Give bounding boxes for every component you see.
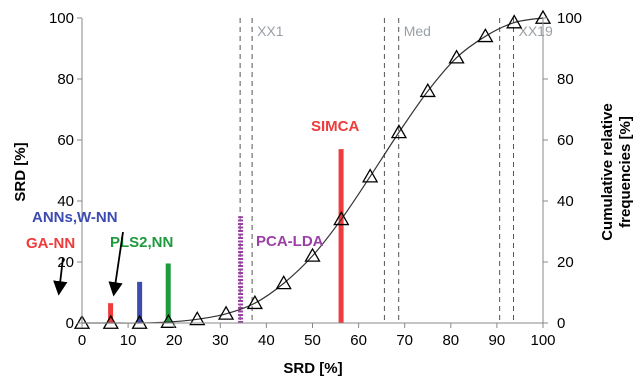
cumulative-marker-3 [160,313,177,328]
y-tick-label-20: 20 [57,254,74,271]
x-tick-label-80: 80 [442,332,459,349]
y2-tick-label-100: 100 [557,10,582,27]
reference-label-med: Med [404,23,431,39]
cumulative-marker-14 [477,27,494,43]
reference-lines: XX1 Med XX19 [239,18,553,323]
cumulative-marker-12 [419,82,436,98]
axes: 0 10 20 30 40 50 60 70 80 90 100020406080100020406… [49,10,582,349]
cumulative-line [82,17,544,324]
cumulative-marker-6 [246,294,263,310]
x-axis-title: SRD [%] [283,360,342,377]
method-label-3: PCA-LDA [256,233,324,250]
y-tick-label-80: 80 [57,71,74,88]
x-tick-label-50: 50 [304,332,321,349]
cumulative-marker-8 [304,247,321,262]
arrow-ga-nn [53,257,68,296]
arrow-anns-w-nn [108,231,124,297]
cumulative-marker-11 [390,124,408,139]
method-labels: GA-NN ANNs,W-NN PLS2,NN PCA-LDA SIMCA [26,118,360,297]
reference-label-xx19: XX19 [518,23,552,39]
cumulative-marker-5 [217,305,235,320]
y-tick-label-100: 100 [49,10,74,27]
y2-axis-title-line1: Cumulative relative [599,103,616,241]
cumulative-marker-1 [102,314,119,329]
y-tick-label-40: 40 [57,193,74,210]
cumulative-marker-2 [131,314,148,329]
cumulative-marker-13 [448,49,465,64]
cumulative-marker-7 [275,275,292,290]
cumulative-curve [73,9,552,329]
reference-label-xx1: XX1 [257,23,284,39]
x-tick-label-10: 10 [120,332,137,349]
y-tick-label-0: 0 [66,315,74,332]
x-tick-label-0: 0 [78,332,86,349]
cumulative-marker-9 [333,210,350,226]
cumulative-marker-15 [506,14,523,29]
y2-tick-label-0: 0 [557,315,565,332]
x-tick-label-90: 90 [489,332,506,349]
y2-tick-label-80: 80 [557,71,574,88]
x-tick-label-30: 30 [212,332,229,349]
method-label-0: GA-NN [26,235,75,252]
x-tick-label-60: 60 [350,332,367,349]
y2-tick-label-60: 60 [557,132,574,149]
cumulative-marker-0 [73,314,91,329]
x-tick-label-70: 70 [396,332,413,349]
y-tick-label-60: 60 [57,132,74,149]
x-tick-label-20: 20 [166,332,183,349]
method-label-2: PLS2,NN [110,234,173,251]
x-tick-label-40: 40 [258,332,275,349]
x-tick-label-100: 100 [530,332,555,349]
method-label-4: SIMCA [311,118,360,135]
cumulative-marker-4 [189,311,206,326]
y2-tick-label-40: 40 [557,193,574,210]
y2-axis-title-line2: frequencies [%] [617,116,634,228]
y2-tick-label-20: 20 [557,254,574,271]
y-axis-title: SRD [%] [12,142,29,201]
cumulative-marker-10 [362,168,379,183]
method-label-1: ANNs,W-NN [32,209,118,226]
